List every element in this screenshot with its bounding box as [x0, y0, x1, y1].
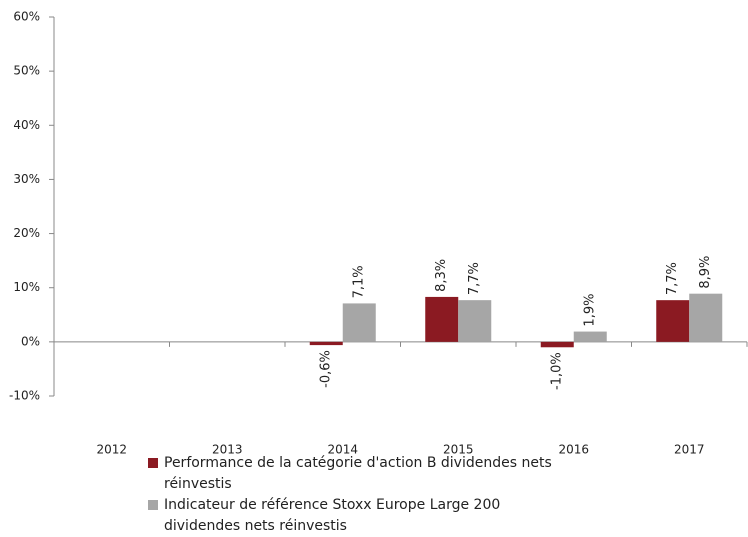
x-tick-label: 2015: [443, 443, 474, 457]
y-tick-label: 60%: [13, 10, 40, 24]
bar: [689, 293, 723, 342]
bar: [656, 300, 690, 342]
y-tick-label: 40%: [13, 118, 40, 132]
bar: [573, 331, 607, 342]
legend-swatch: [148, 458, 158, 468]
x-tick-label: 2016: [558, 443, 589, 457]
legend-label: Performance de la catégorie d'action B d…: [164, 455, 552, 492]
bar: [309, 341, 343, 346]
legend-swatch: [148, 500, 158, 510]
x-tick-label: 2017: [674, 443, 705, 457]
x-tick-label: 2012: [96, 443, 127, 457]
x-tick-label: 2013: [212, 443, 243, 457]
y-tick-label: 50%: [13, 64, 40, 78]
x-tick-label: 2014: [327, 443, 358, 457]
value-label: 7,1%: [352, 265, 367, 298]
bar: [540, 341, 574, 348]
bar: [458, 300, 492, 342]
y-tick-label: 30%: [13, 172, 40, 186]
value-label: 8,3%: [434, 259, 449, 292]
y-tick-label: -10%: [9, 389, 40, 403]
value-label: 7,7%: [467, 262, 482, 295]
value-label: 7,7%: [665, 262, 680, 295]
value-label: 1,9%: [583, 294, 598, 327]
legend-entry: Indicateur de référence Stoxx Europe Lar…: [148, 495, 578, 537]
y-tick-label: 0%: [21, 334, 40, 348]
bar: [342, 303, 376, 342]
legend-label: Indicateur de référence Stoxx Europe Lar…: [164, 497, 501, 534]
value-label: -1,0%: [550, 352, 565, 390]
legend-entry: Performance de la catégorie d'action B d…: [148, 453, 578, 495]
bar: [425, 296, 459, 342]
value-label: -0,6%: [319, 350, 334, 388]
y-tick-label: 10%: [13, 280, 40, 294]
value-label: 8,9%: [698, 256, 713, 289]
y-tick-label: 20%: [13, 226, 40, 240]
